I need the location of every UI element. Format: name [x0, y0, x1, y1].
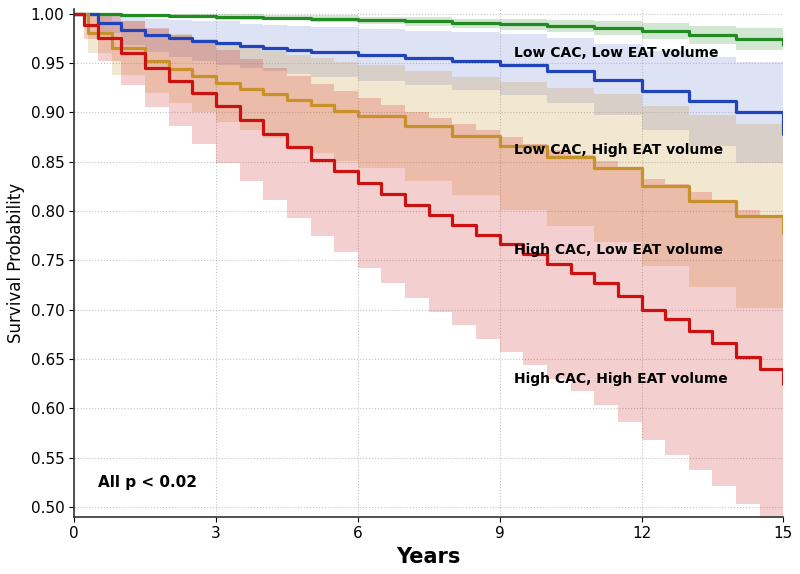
- Text: Low CAC, High EAT volume: Low CAC, High EAT volume: [514, 143, 723, 157]
- Text: All p < 0.02: All p < 0.02: [98, 475, 197, 490]
- Text: Low CAC, Low EAT volume: Low CAC, Low EAT volume: [514, 46, 718, 60]
- Y-axis label: Survival Probability: Survival Probability: [7, 183, 25, 343]
- X-axis label: Years: Years: [397, 547, 461, 567]
- Text: High CAC, High EAT volume: High CAC, High EAT volume: [514, 371, 728, 386]
- Text: High CAC, Low EAT volume: High CAC, Low EAT volume: [514, 243, 723, 257]
